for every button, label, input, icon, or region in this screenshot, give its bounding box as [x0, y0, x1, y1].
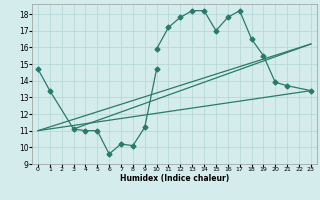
X-axis label: Humidex (Indice chaleur): Humidex (Indice chaleur) — [120, 174, 229, 183]
